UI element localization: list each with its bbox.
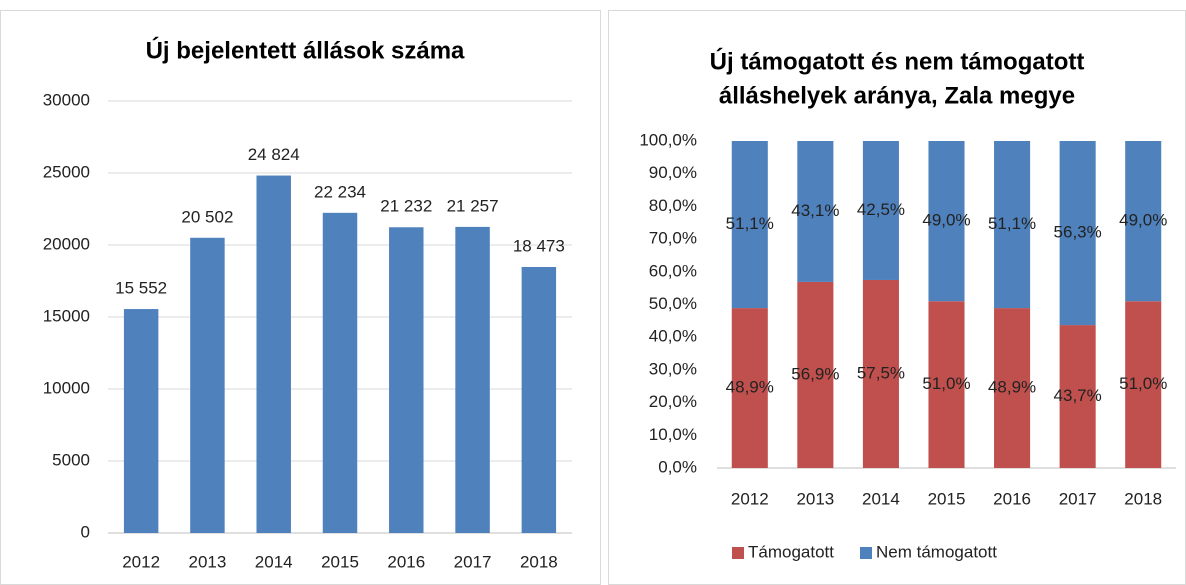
value-label: 15 552 <box>115 279 167 298</box>
value-label: 22 234 <box>314 182 366 201</box>
y-tick-label: 10,0% <box>649 425 697 444</box>
x-tick-label: 2017 <box>1059 489 1097 508</box>
chart-title: Új bejelentett állások száma <box>146 36 465 64</box>
legend-swatch <box>860 547 872 559</box>
y-tick-label: 40,0% <box>649 327 697 346</box>
value-label: 49,0% <box>1119 211 1167 230</box>
value-label: 20 502 <box>181 207 233 226</box>
y-tick-label: 0 <box>81 522 90 541</box>
y-tick-label: 20,0% <box>649 392 697 411</box>
bar-segment <box>1125 141 1162 302</box>
y-tick-label: 20000 <box>43 234 90 253</box>
bar-segment <box>1125 301 1162 468</box>
y-tick-label: 80,0% <box>649 196 697 215</box>
y-tick-label: 25000 <box>43 162 90 181</box>
bar <box>123 309 159 533</box>
x-tick-label: 2013 <box>189 552 227 571</box>
y-tick-label: 90,0% <box>649 163 697 182</box>
x-tick-label: 2017 <box>454 552 492 571</box>
bar <box>190 237 225 534</box>
bar-segment <box>797 281 834 468</box>
bar-segment <box>928 141 965 302</box>
bar-segment <box>994 308 1031 468</box>
x-tick-label: 2015 <box>321 552 359 571</box>
x-tick-label: 2013 <box>796 489 834 508</box>
value-label: 18 473 <box>513 236 565 255</box>
bar <box>521 266 557 533</box>
value-label: 57,5% <box>857 363 905 382</box>
chart-title: álláshelyek aránya, Zala megye <box>719 82 1075 109</box>
value-label: 21 257 <box>447 196 499 215</box>
x-tick-label: 2018 <box>1124 489 1162 508</box>
x-tick-label: 2014 <box>862 489 900 508</box>
value-label: 51,0% <box>922 374 970 393</box>
value-label: 43,1% <box>791 201 839 220</box>
x-tick-label: 2015 <box>928 489 966 508</box>
y-tick-label: 100,0% <box>639 130 697 149</box>
bar-segment <box>1059 141 1096 326</box>
value-label: 48,9% <box>726 378 774 397</box>
bar-segment <box>731 141 768 309</box>
value-label: 56,9% <box>791 364 839 383</box>
value-label: 21 232 <box>380 197 432 216</box>
bar <box>256 175 291 533</box>
value-label: 51,0% <box>1119 374 1167 393</box>
x-tick-label: 2012 <box>731 489 769 508</box>
value-label: 48,9% <box>988 378 1036 397</box>
y-tick-label: 30000 <box>43 90 90 109</box>
panel <box>0 10 601 585</box>
x-tick-label: 2018 <box>520 552 558 571</box>
bar <box>389 227 424 533</box>
x-tick-label: 2014 <box>255 552 293 571</box>
y-tick-label: 10000 <box>43 378 90 397</box>
y-tick-label: 70,0% <box>649 229 697 248</box>
bar-segment <box>994 141 1031 309</box>
value-label: 49,0% <box>922 211 970 230</box>
x-tick-label: 2016 <box>993 489 1031 508</box>
y-tick-label: 50,0% <box>649 294 697 313</box>
legend-label: Nem támogatott <box>876 542 997 561</box>
bar-segment <box>862 279 899 468</box>
bar-segment <box>1059 325 1096 468</box>
bar-segment <box>731 308 768 468</box>
bar-segment <box>797 141 834 282</box>
value-label: 43,7% <box>1054 386 1102 405</box>
y-tick-label: 60,0% <box>649 261 697 280</box>
chart-title: Új támogatott és nem támogatott <box>710 47 1085 75</box>
y-tick-label: 30,0% <box>649 359 697 378</box>
value-label: 24 824 <box>248 145 300 164</box>
value-label: 56,3% <box>1054 223 1102 242</box>
value-label: 51,1% <box>988 214 1036 233</box>
bar-segment <box>928 301 965 468</box>
bar-segment <box>862 141 899 280</box>
legend-label: Támogatott <box>748 542 834 561</box>
y-tick-label: 0,0% <box>658 457 697 476</box>
value-label: 42,5% <box>857 200 905 219</box>
value-label: 51,1% <box>726 214 774 233</box>
legend-swatch <box>732 547 744 559</box>
bar <box>322 212 358 534</box>
x-tick-label: 2012 <box>122 552 160 571</box>
x-tick-label: 2016 <box>387 552 425 571</box>
y-tick-label: 5000 <box>52 450 90 469</box>
bar <box>455 226 490 533</box>
y-tick-label: 15000 <box>43 306 90 325</box>
